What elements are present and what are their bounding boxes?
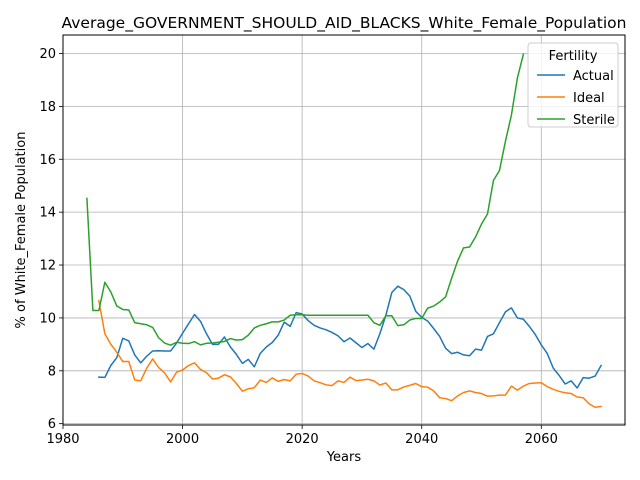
x-tick-label: 2040 [405,432,438,447]
y-tick-label: 20 [39,47,56,62]
y-axis-label: % of White_Female Population [14,132,29,329]
y-tick-label: 10 [39,311,56,326]
x-tick-label: 2000 [166,432,199,447]
x-tick-label: 2060 [525,432,558,447]
plot-frame [62,34,626,426]
chart-title: Average_GOVERNMENT_SHOULD_AID_BLACKS_Whi… [62,14,627,33]
legend-box [527,42,619,128]
x-tick-label: 2020 [286,432,319,447]
y-tick-label: 14 [39,206,56,221]
y-tick-label: 8 [48,364,56,379]
legend: Fertility Actual Ideal Sterile [527,42,619,128]
legend-label-sterile: Sterile [573,113,615,128]
legend-label-actual: Actual [573,69,614,84]
y-tick-label: 18 [39,100,56,115]
series-line-sterile [86,53,525,346]
legend-label-ideal: Ideal [573,91,605,106]
x-axis-label: Years [326,450,362,465]
series-line-ideal [97,299,602,409]
legend-title: Fertility [549,49,598,64]
y-tick-label: 12 [39,259,56,274]
series-line-actual [98,285,603,389]
y-tick-label: 6 [48,417,56,432]
x-tick-label: 1980 [46,432,79,447]
y-tick-label: 16 [39,153,56,168]
